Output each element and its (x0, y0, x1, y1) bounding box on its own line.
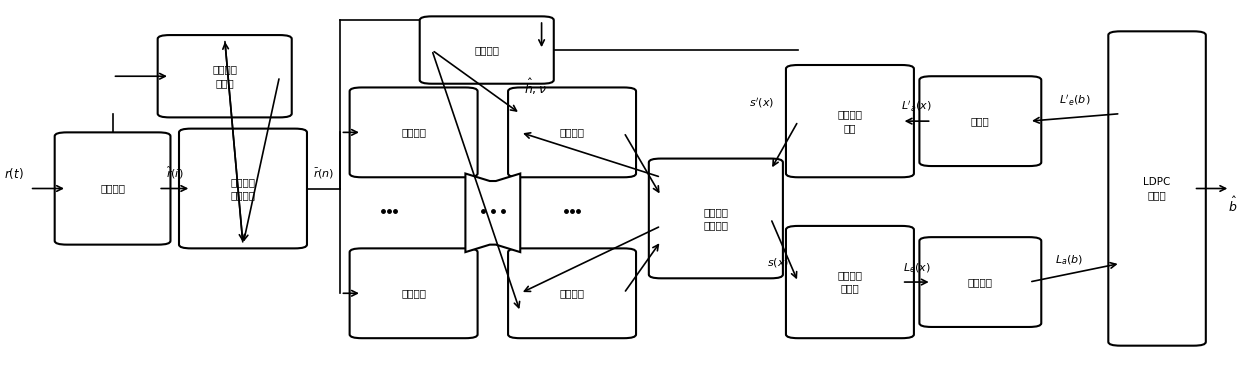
Text: $\hat{b}$: $\hat{b}$ (1228, 196, 1237, 215)
FancyBboxPatch shape (349, 87, 477, 177)
Text: LDPC
译码器: LDPC 译码器 (1144, 177, 1171, 200)
Text: $\bar{r}(n)$: $\bar{r}(n)$ (313, 167, 335, 181)
FancyBboxPatch shape (1109, 31, 1206, 346)
Text: $L'_e(b)$: $L'_e(b)$ (1059, 93, 1090, 108)
Text: $\hat{h}, \nu$: $\hat{h}, \nu$ (524, 77, 546, 98)
FancyBboxPatch shape (55, 132, 171, 245)
FancyBboxPatch shape (649, 159, 783, 278)
Text: $L_a(b)$: $L_a(b)$ (1054, 253, 1083, 267)
Text: 解交织器: 解交织器 (968, 277, 992, 287)
Text: 交织器: 交织器 (971, 116, 990, 126)
Text: 时域均衡: 时域均衡 (401, 288, 426, 298)
Text: 重采样和
频率校正: 重采样和 频率校正 (230, 177, 255, 200)
Text: 合并及多
普勒均衡: 合并及多 普勒均衡 (704, 207, 729, 230)
Text: $L_e(x)$: $L_e(x)$ (903, 261, 930, 274)
Text: 频域均衡: 频域均衡 (560, 288, 585, 298)
FancyBboxPatch shape (786, 65, 914, 177)
FancyBboxPatch shape (420, 16, 554, 84)
Text: $\tilde{r}(i)$: $\tilde{r}(i)$ (166, 166, 183, 181)
Polygon shape (466, 173, 520, 252)
Text: $r(t)$: $r(t)$ (4, 166, 24, 181)
Text: 平均多普
勒估计: 平均多普 勒估计 (212, 64, 237, 88)
FancyBboxPatch shape (919, 237, 1041, 327)
FancyBboxPatch shape (508, 248, 636, 338)
FancyBboxPatch shape (157, 35, 291, 117)
Text: 频域均衡: 频域均衡 (560, 127, 585, 137)
FancyBboxPatch shape (919, 76, 1041, 166)
Text: $s'(x)$: $s'(x)$ (748, 96, 774, 110)
Text: 软入软出
映射: 软入软出 映射 (838, 110, 862, 133)
Text: 前端处理: 前端处理 (100, 184, 125, 193)
FancyBboxPatch shape (786, 226, 914, 338)
FancyBboxPatch shape (178, 129, 307, 248)
FancyBboxPatch shape (508, 87, 636, 177)
Text: 时域均衡: 时域均衡 (401, 127, 426, 137)
Text: $s(x)$: $s(x)$ (767, 256, 789, 269)
Text: 信道估计: 信道估计 (475, 45, 499, 55)
FancyBboxPatch shape (349, 248, 477, 338)
Text: $L'_a(x)$: $L'_a(x)$ (901, 99, 932, 113)
Text: 软入软出
解映射: 软入软出 解映射 (838, 270, 862, 294)
